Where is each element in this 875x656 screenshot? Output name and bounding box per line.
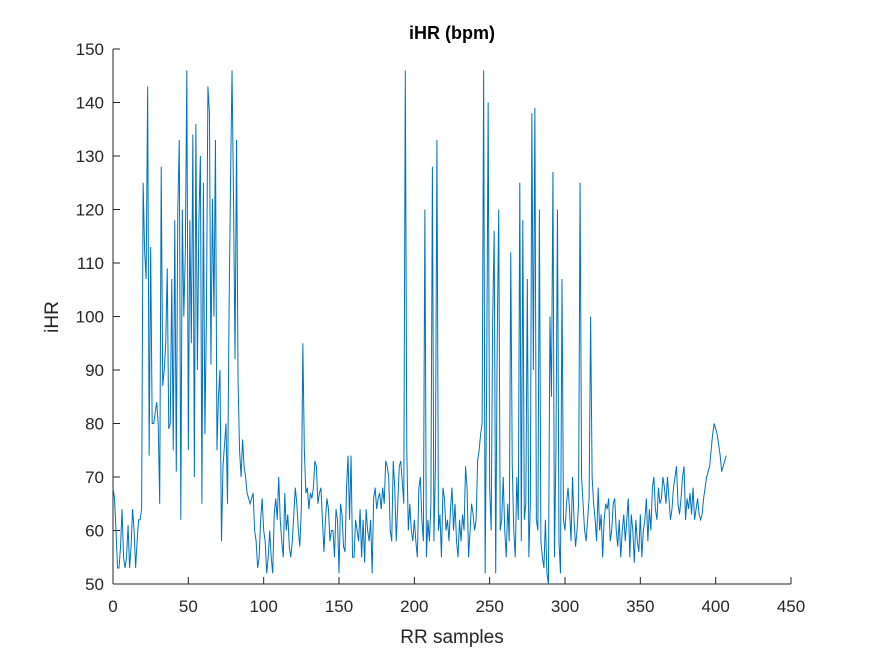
x-tick-label: 150 [325,597,353,616]
x-tick-label: 250 [475,597,503,616]
chart-title: iHR (bpm) [409,23,495,43]
x-tick-label: 200 [400,597,428,616]
y-tick-label: 60 [85,522,104,541]
y-tick-label: 50 [85,575,104,594]
x-axis-label: RR samples [400,627,503,648]
y-tick-label: 140 [76,94,104,113]
y-tick-label: 120 [76,201,104,220]
y-axis-label: iHR [42,301,63,333]
y-tick-label: 100 [76,308,104,327]
data-line [112,70,727,585]
x-tick-label: 0 [108,597,117,616]
x-tick-label: 300 [551,597,579,616]
y-tick-label: 150 [76,40,104,59]
y-tick-label: 110 [77,254,104,273]
x-tick-label: 50 [179,597,198,616]
x-tick-label: 100 [249,597,277,616]
y-tick-label: 130 [76,147,104,166]
x-tick-label: 400 [701,597,729,616]
y-tick-label: 80 [85,415,104,434]
x-tick-label: 450 [777,597,805,616]
x-tick-label: 350 [626,597,654,616]
y-tick-label: 70 [85,468,104,487]
y-tick-label: 90 [85,361,104,380]
